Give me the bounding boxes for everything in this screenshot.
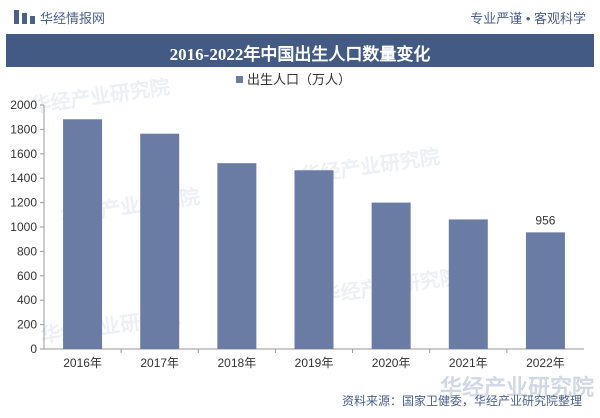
x-tick-label: 2019年 [295, 356, 334, 370]
y-tick-label: 800 [17, 244, 37, 258]
y-tick-label: 600 [17, 269, 37, 283]
y-tick-label: 400 [17, 293, 37, 307]
x-tick-label: 2016年 [63, 356, 102, 370]
x-tick-label: 2017年 [140, 356, 179, 370]
chart-title: 2016-2022年中国出生人口数量变化 [169, 45, 431, 64]
y-tick-label: 2000 [10, 98, 37, 112]
top-bar: 华经情报网 专业严谨 • 客观科学 [0, 0, 600, 34]
data-label: 956 [535, 213, 555, 227]
source-note: 资料来源：国家卫健委，华经产业研究院整理 [341, 394, 582, 408]
x-tick-label: 2018年 [218, 356, 257, 370]
bar [63, 119, 103, 349]
bar [448, 219, 488, 349]
y-tick-label: 1400 [10, 171, 37, 185]
slogan: 专业严谨 • 客观科学 [470, 11, 586, 26]
x-tick-label: 2020年 [372, 356, 411, 370]
bar [217, 163, 257, 349]
bar [140, 133, 180, 349]
bar [294, 170, 334, 349]
x-tick-label: 2021年 [449, 356, 488, 370]
logo-icon [14, 10, 35, 24]
bar-chart: 出生人口（万人） 0 200 400 600 800 1000 1200 1400 1600 180… [10, 72, 584, 370]
title-band: 2016-2022年中国出生人口数量变化 [6, 34, 594, 67]
y-tick-label: 0 [30, 342, 37, 356]
brand-name: 华经情报网 [40, 11, 106, 26]
legend-swatch [236, 76, 243, 83]
bar [525, 232, 565, 349]
y-tick-label: 1800 [10, 122, 37, 136]
y-tick-label: 200 [17, 318, 37, 332]
x-tick-label: 2022年 [526, 356, 565, 370]
y-tick-label: 1600 [10, 147, 37, 161]
bar [371, 202, 411, 349]
y-tick-label: 1000 [10, 220, 37, 234]
legend-label: 出生人口（万人） [247, 72, 351, 87]
y-tick-label: 1200 [10, 196, 37, 210]
